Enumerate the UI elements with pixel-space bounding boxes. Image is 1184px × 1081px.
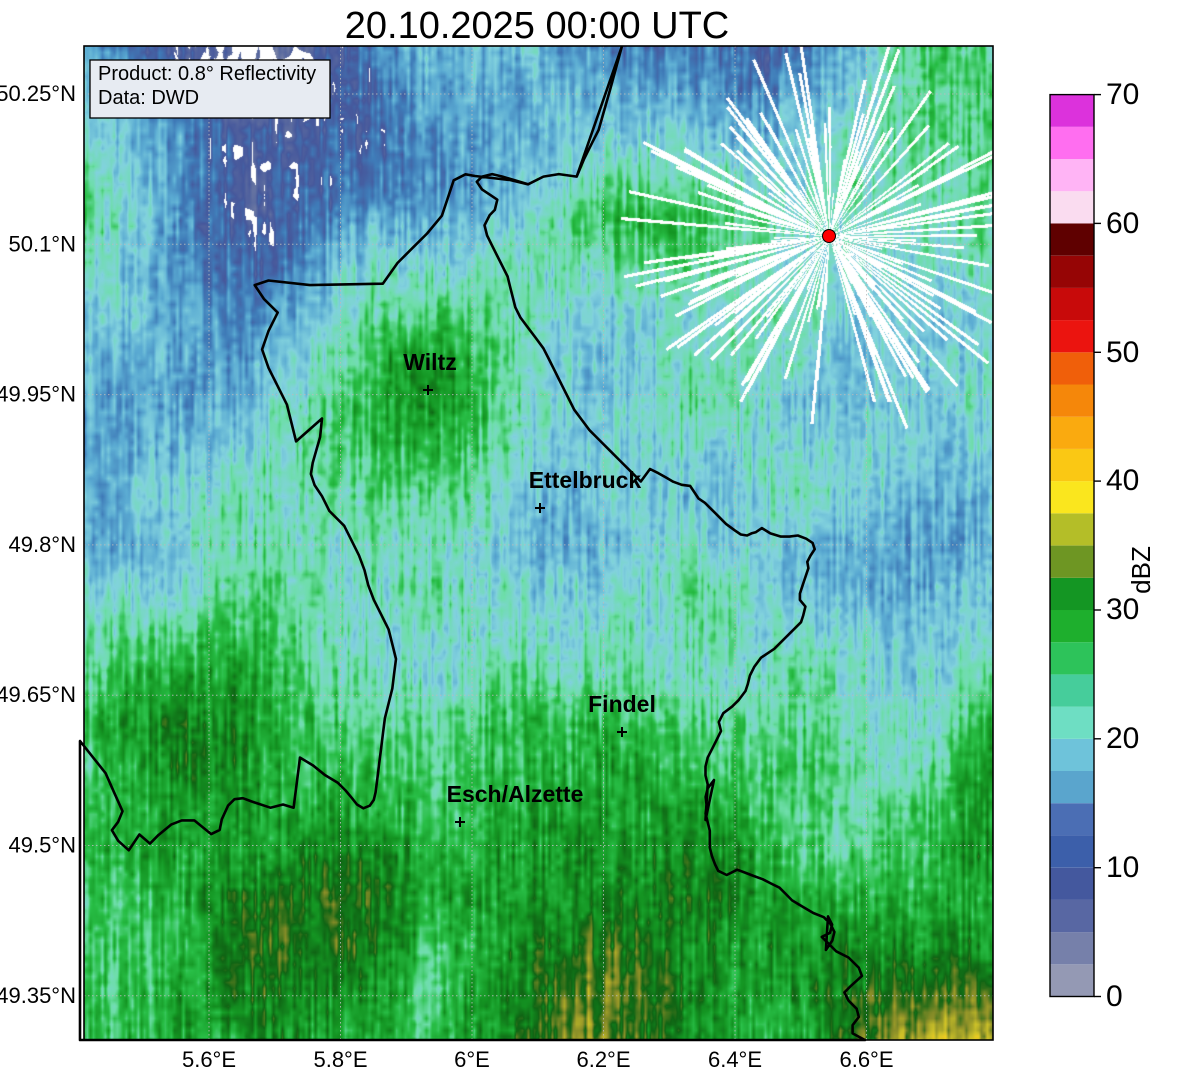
svg-text:5.6°E: 5.6°E <box>182 1047 236 1072</box>
svg-text:50: 50 <box>1106 336 1139 369</box>
svg-text:0: 0 <box>1106 980 1123 1013</box>
svg-text:Wiltz: Wiltz <box>403 349 456 375</box>
svg-text:6.4°E: 6.4°E <box>708 1047 762 1072</box>
svg-text:20: 20 <box>1106 722 1139 755</box>
svg-text:Findel: Findel <box>588 691 656 717</box>
svg-text:Data: DWD: Data: DWD <box>98 87 199 109</box>
svg-text:Product: 0.8° Reflectivity: Product: 0.8° Reflectivity <box>98 63 316 85</box>
svg-text:70: 70 <box>1106 78 1139 111</box>
svg-text:49.95°N: 49.95°N <box>0 382 76 407</box>
svg-text:49.65°N: 49.65°N <box>0 682 76 707</box>
svg-text:49.5°N: 49.5°N <box>8 833 76 858</box>
svg-text:5.8°E: 5.8°E <box>313 1047 367 1072</box>
svg-text:50.1°N: 50.1°N <box>8 231 76 256</box>
svg-text:30: 30 <box>1106 593 1139 626</box>
svg-text:6°E: 6°E <box>454 1047 490 1072</box>
svg-text:Ettelbruck: Ettelbruck <box>529 467 642 493</box>
svg-text:dBZ: dBZ <box>1126 546 1156 594</box>
svg-text:10: 10 <box>1106 851 1139 884</box>
svg-text:49.8°N: 49.8°N <box>8 532 76 557</box>
svg-text:6.6°E: 6.6°E <box>839 1047 893 1072</box>
svg-text:6.2°E: 6.2°E <box>576 1047 630 1072</box>
svg-text:49.35°N: 49.35°N <box>0 983 76 1008</box>
svg-text:40: 40 <box>1106 464 1139 497</box>
svg-text:60: 60 <box>1106 207 1139 240</box>
svg-text:50.25°N: 50.25°N <box>0 81 76 106</box>
svg-text:20.10.2025 00:00 UTC: 20.10.2025 00:00 UTC <box>345 5 730 47</box>
svg-text:Esch/Alzette: Esch/Alzette <box>447 781 584 807</box>
